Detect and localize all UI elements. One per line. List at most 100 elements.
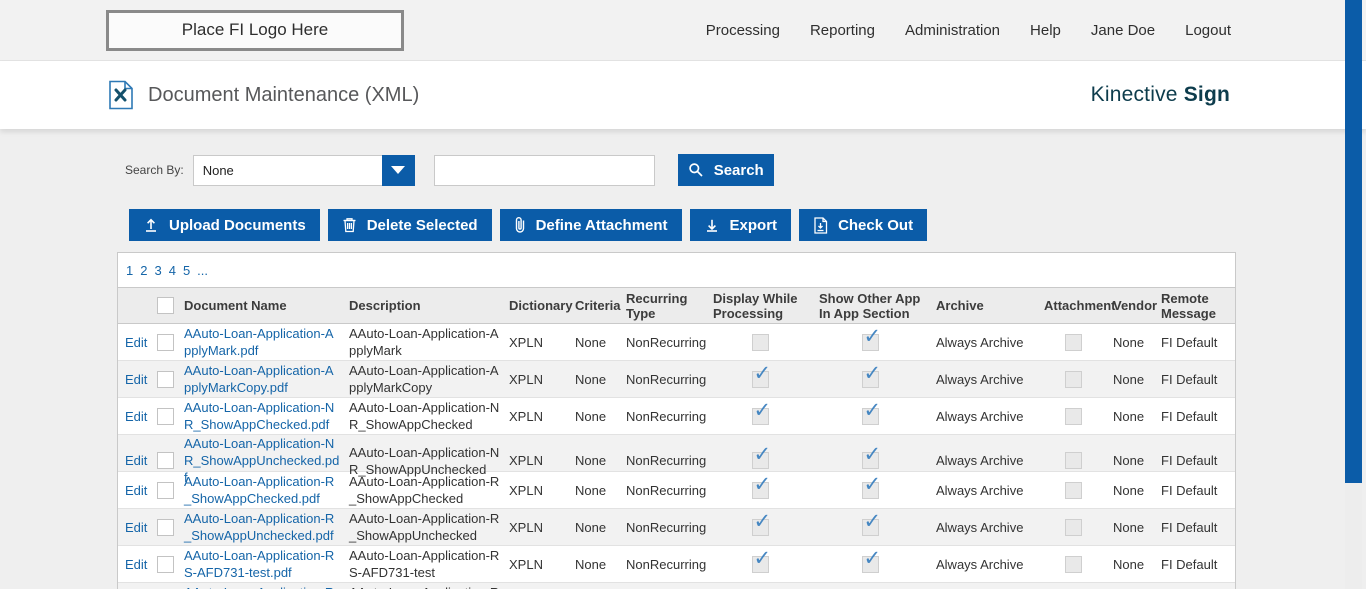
row-select-checkbox[interactable] — [156, 452, 174, 469]
recurring-type-cell: NonRecurring — [626, 408, 707, 424]
document-name-link[interactable]: AAuto-Loan-Application-R_ShowAppChecked.… — [184, 474, 335, 506]
upload-documents-button[interactable]: Upload Documents — [129, 209, 320, 241]
define-attachment-button[interactable]: Define Attachment — [499, 209, 682, 241]
show-other-app-checkbox[interactable]: ✓ — [861, 400, 881, 425]
check-out-button[interactable]: Check Out — [799, 209, 928, 241]
table-row: EditAAuto-Loan-Application-RS-AAuto-Loan… — [118, 583, 1235, 589]
show-other-app-checkbox[interactable]: ✓ — [861, 363, 881, 388]
nav-item-reporting[interactable]: Reporting — [809, 21, 875, 39]
vendor-cell: None — [1113, 408, 1145, 424]
document-name-link[interactable]: AAuto-Loan-Application-R_ShowAppUnchecke… — [184, 511, 335, 543]
row-select-checkbox[interactable] — [156, 407, 174, 425]
define-attachment-label: Define Attachment — [535, 216, 668, 234]
show-other-app-checkbox[interactable]: ✓ — [861, 326, 881, 351]
edit-cell: Edit — [118, 335, 149, 350]
remote-message-cell: FI Default — [1161, 334, 1218, 350]
show-other-app-checkbox[interactable]: ✓ — [861, 548, 881, 573]
attachment-checkbox[interactable] — [1065, 555, 1082, 573]
attachment-checkbox[interactable] — [1065, 407, 1082, 425]
nav-item-jane-doe[interactable]: Jane Doe — [1090, 21, 1156, 39]
row-select-checkbox[interactable] — [156, 518, 174, 536]
col-attachment: Attachment — [1044, 298, 1116, 313]
display-while-processing-checkbox-cell: ✓ — [706, 444, 814, 469]
document-name-cell: AAuto-Loan-Application-ApplyMark.pdf — [181, 325, 346, 359]
col-display-while-processing: Display While Processing — [713, 290, 798, 321]
show-other-app-checkbox[interactable]: ✓ — [861, 444, 881, 469]
row-select-checkbox[interactable] — [156, 555, 174, 573]
scrollbar-thumb[interactable] — [1345, 0, 1362, 483]
description-cell: AAuto-Loan-Application-RS-AFD731-test — [349, 548, 500, 580]
criteria-cell: None — [575, 556, 607, 572]
display-while-processing-checkbox[interactable]: ✓ — [751, 444, 771, 469]
export-button[interactable]: Export — [689, 209, 792, 241]
attachment-checkbox[interactable] — [1065, 333, 1082, 351]
attachment-checkbox[interactable] — [1065, 452, 1082, 469]
page-link-4[interactable]: 4 — [168, 262, 176, 278]
description-cell: AAuto-Loan-Application-R_ShowAppChecked — [349, 474, 500, 506]
attachment-checkbox[interactable] — [1065, 370, 1082, 388]
display-while-processing-checkbox[interactable] — [751, 333, 769, 351]
document-name-cell: AAuto-Loan-Application-NR_ShowAppChecked… — [181, 399, 346, 433]
nav-item-help[interactable]: Help — [1030, 21, 1061, 39]
display-while-processing-checkbox[interactable]: ✓ — [751, 474, 771, 499]
document-name-link[interactable]: AAuto-Loan-Application-NR_ShowAppUncheck… — [184, 436, 340, 485]
attachment-checkbox[interactable] — [1065, 518, 1082, 536]
attachment-checkbox-cell — [1041, 518, 1106, 536]
edit-cell: Edit — [118, 483, 149, 498]
search-by-dropdown[interactable]: None — [192, 154, 415, 186]
edit-link[interactable]: Edit — [125, 453, 148, 468]
criteria-cell: None — [575, 519, 607, 535]
display-while-processing-checkbox[interactable]: ✓ — [751, 511, 771, 536]
document-name-cell: AAuto-Loan-Application-R_ShowAppUnchecke… — [181, 510, 346, 544]
recurring-type-cell: NonRecurring — [626, 482, 707, 498]
row-select-checkbox[interactable] — [156, 333, 174, 351]
search-button[interactable]: Search — [677, 154, 774, 186]
col-remote-message: Remote Message — [1161, 290, 1216, 321]
export-label: Export — [729, 216, 778, 234]
document-name-link[interactable]: AAuto-Loan-Application-ApplyMarkCopy.pdf — [184, 363, 334, 395]
page-link-1[interactable]: 1 — [126, 262, 134, 278]
display-while-processing-checkbox[interactable]: ✓ — [751, 400, 771, 425]
show-other-app-checkbox[interactable]: ✓ — [861, 511, 881, 536]
nav-item-logout[interactable]: Logout — [1185, 21, 1231, 39]
attachment-checkbox[interactable] — [1065, 481, 1082, 499]
search-by-dropdown-value: None — [202, 162, 234, 178]
page-link-3[interactable]: 3 — [154, 262, 162, 278]
checkout-doc-icon — [813, 216, 828, 234]
select-all-checkbox[interactable] — [156, 297, 174, 314]
page-link-5[interactable]: 5 — [182, 262, 191, 278]
search-input[interactable] — [433, 154, 655, 186]
display-while-processing-checkbox[interactable]: ✓ — [751, 363, 771, 388]
row-select-checkbox[interactable] — [156, 481, 174, 499]
title-band: Document Maintenance (XML) Kinective Sig… — [0, 61, 1366, 129]
edit-link[interactable]: Edit — [125, 371, 148, 387]
document-name-cell: AAuto-Loan-Application-NR_ShowAppUncheck… — [181, 435, 346, 486]
chevron-down-icon[interactable] — [381, 154, 415, 186]
edit-link[interactable]: Edit — [125, 482, 148, 498]
vendor-cell: None — [1113, 334, 1145, 350]
document-name-link[interactable]: AAuto-Loan-Application-RS-AFD731-test.pd… — [184, 548, 335, 580]
show-other-app-checkbox[interactable]: ✓ — [861, 474, 881, 499]
col-criteria: Criteria — [575, 298, 621, 313]
document-name-cell: AAuto-Loan-Application-R_ShowAppChecked.… — [181, 473, 346, 507]
row-select-checkbox-cell — [149, 518, 181, 536]
delete-selected-button[interactable]: Delete Selected — [327, 209, 492, 241]
display-while-processing-checkbox[interactable]: ✓ — [751, 548, 771, 573]
page-link-[interactable]: ... — [197, 262, 209, 278]
document-name-link[interactable]: AAuto-Loan-Application-ApplyMark.pdf — [184, 326, 334, 358]
display-while-processing-checkbox-cell — [706, 333, 814, 351]
row-select-checkbox[interactable] — [156, 370, 174, 388]
document-name-link[interactable]: AAuto-Loan-Application-NR_ShowAppChecked… — [184, 400, 335, 432]
page-link-2[interactable]: 2 — [140, 262, 148, 278]
col-vendor: Vendor — [1113, 298, 1158, 313]
edit-link[interactable]: Edit — [125, 556, 148, 572]
recurring-type-cell: NonRecurring — [626, 371, 707, 387]
edit-link[interactable]: Edit — [125, 408, 148, 424]
nav-item-processing[interactable]: Processing — [705, 21, 780, 39]
document-name-link[interactable]: AAuto-Loan-Application-RS- — [184, 585, 334, 589]
edit-link[interactable]: Edit — [125, 334, 148, 350]
description-cell: AAuto-Loan-Application-R_ShowAppUnchecke… — [349, 511, 500, 543]
nav-item-administration[interactable]: Administration — [904, 21, 1001, 39]
attachment-checkbox-cell — [1041, 452, 1106, 469]
edit-link[interactable]: Edit — [125, 519, 148, 535]
